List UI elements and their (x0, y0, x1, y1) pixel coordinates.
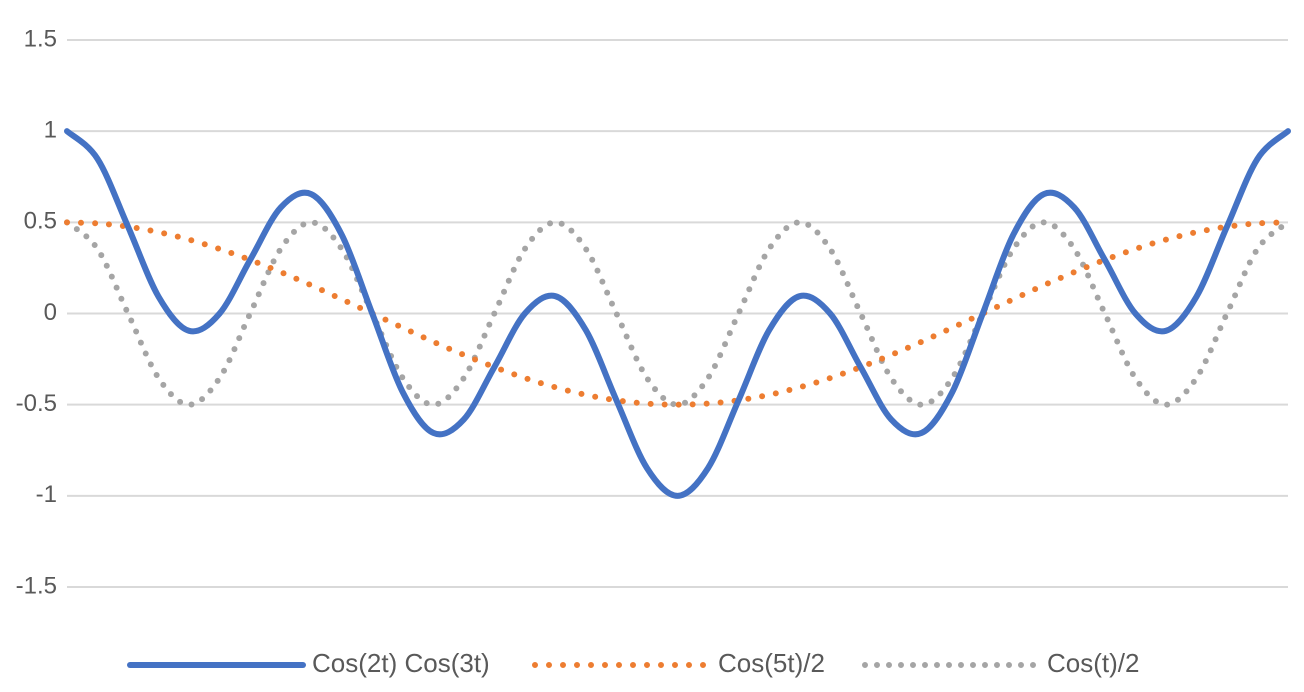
y-tick-label: 1.5 (24, 25, 57, 52)
y-tick-label: -1.5 (16, 572, 57, 599)
y-tick-label: 1 (44, 117, 57, 144)
y-tick-label: -1 (36, 481, 57, 508)
legend-label: Cos(t)/2 (1047, 648, 1139, 678)
series-line (64, 128, 1291, 499)
legend-label: Cos(2t) Cos(3t) (312, 648, 490, 678)
y-tick-label: 0 (44, 299, 57, 326)
y-tick-label: -0.5 (16, 390, 57, 417)
legend-label: Cos(5t)/2 (718, 648, 825, 678)
series-line (64, 219, 1291, 408)
y-tick-label: 0.5 (24, 208, 57, 235)
